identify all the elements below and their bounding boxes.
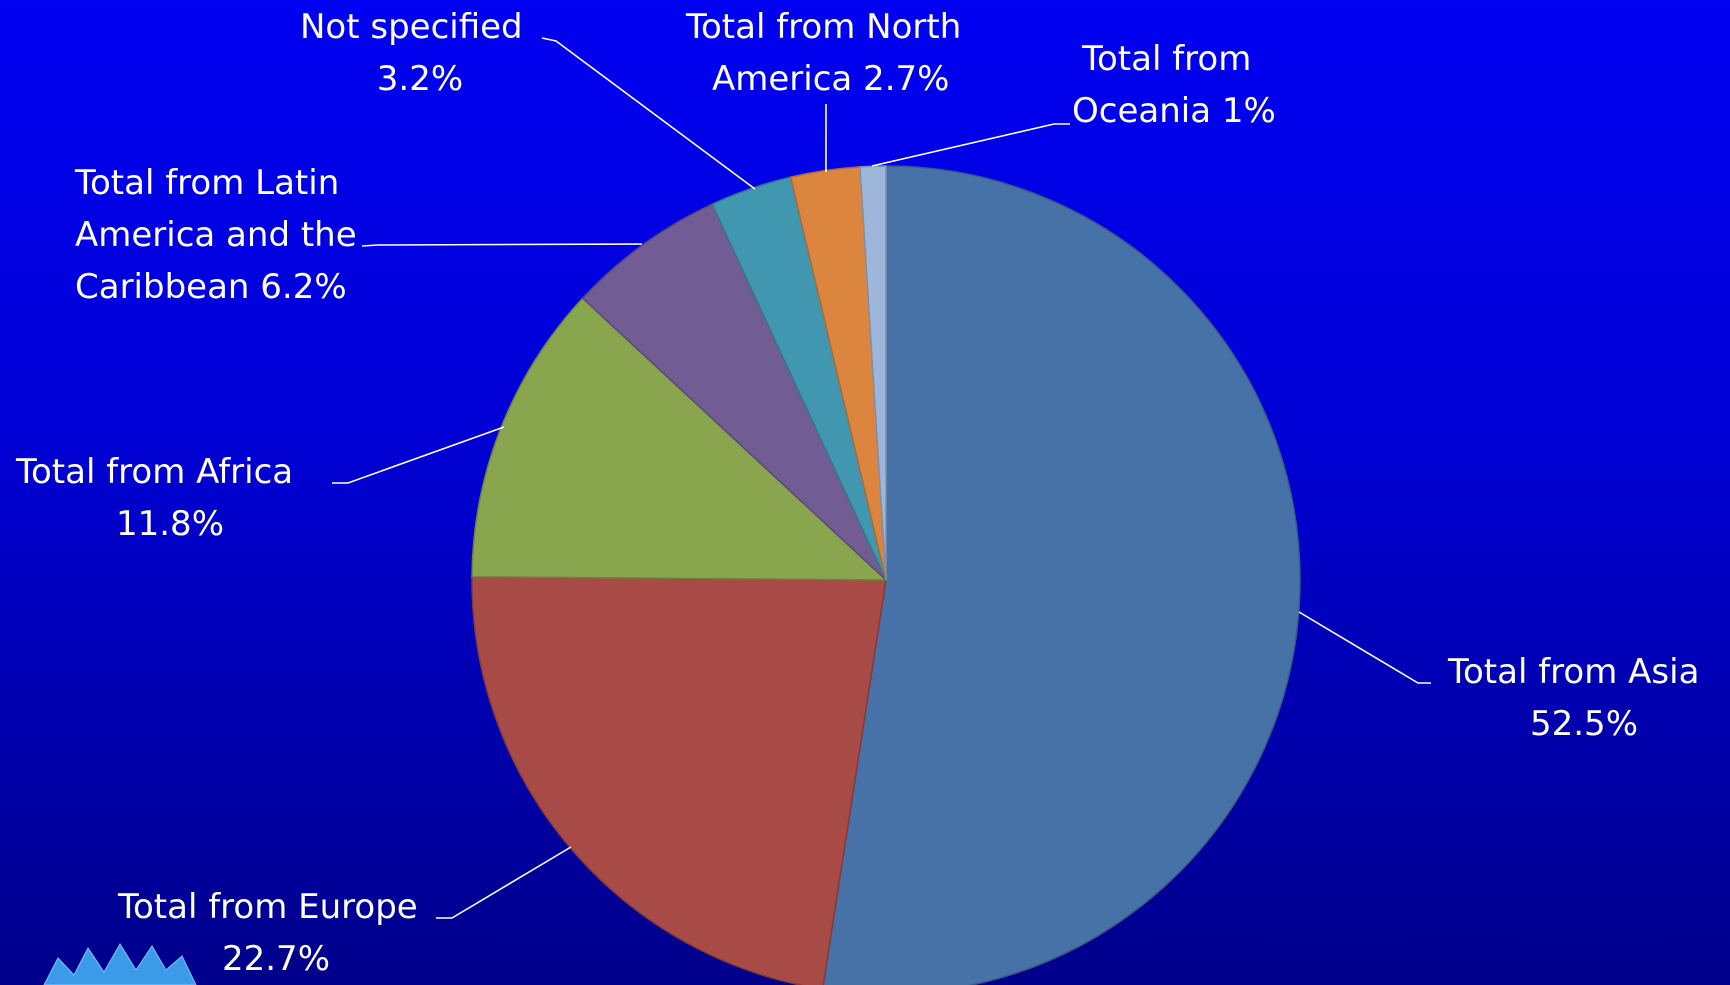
slice-label-line-2: America and the bbox=[75, 215, 357, 255]
pie-slice-total-from-europe bbox=[471, 575, 887, 985]
pie-slices bbox=[471, 165, 1301, 985]
slice-label-text: Total from Europe bbox=[117, 887, 418, 927]
data-label-total-from-oceania: Total from Oceania 1% bbox=[1072, 39, 1276, 131]
slice-label-text: Total from Asia bbox=[1447, 652, 1699, 692]
data-label-not-specified: Not specified 3.2% bbox=[300, 7, 523, 99]
leader-line-total-from-asia bbox=[1298, 611, 1431, 684]
data-label-total-from-europe: Total from Europe 22.7% bbox=[117, 887, 418, 979]
slice-label-line-1: Total from North bbox=[685, 7, 961, 47]
leader-line-total-from-latin-america-and-the-caribbean bbox=[361, 243, 643, 247]
leader-line-total-from-oceania bbox=[871, 123, 1070, 167]
data-label-total-from-asia: Total from Asia 52.5% bbox=[1447, 652, 1699, 744]
leader-line-total-from-africa bbox=[332, 426, 505, 484]
slice-label-line-3: Caribbean 6.2% bbox=[75, 267, 347, 307]
slice-label-text: Not specified bbox=[300, 7, 523, 47]
slice-label-line-1: Total from bbox=[1081, 39, 1251, 79]
data-label-total-from-africa: Total from Africa 11.8% bbox=[15, 452, 293, 544]
slice-label-text: Total from Africa bbox=[15, 452, 293, 492]
slice-value-text: 52.5% bbox=[1530, 704, 1638, 744]
data-labels: Total from Asia 52.5% Total from Europe 22.… bbox=[15, 7, 1699, 979]
leader-line-total-from-europe bbox=[436, 846, 572, 919]
pie-slice-total-from-latin-america-and-the-caribbean bbox=[581, 203, 887, 581]
slice-value-text: 11.8% bbox=[116, 504, 224, 544]
data-label-total-from-latin-america-and-the-caribbean: Total from Latin America and the Caribbean… bbox=[74, 163, 357, 307]
leader-line-not-specified bbox=[541, 37, 756, 190]
slice-value-text: 3.2% bbox=[377, 59, 463, 99]
slice-label-line-2: America 2.7% bbox=[712, 59, 949, 99]
pie-slice-total-from-asia bbox=[822, 165, 1301, 985]
slice-label-line-2: Oceania 1% bbox=[1072, 91, 1276, 131]
slice-label-line-1: Total from Latin bbox=[74, 163, 339, 203]
leader-lines bbox=[332, 37, 1431, 919]
data-label-total-from-north-america: Total from North America 2.7% bbox=[685, 7, 961, 99]
slice-value-text: 22.7% bbox=[222, 939, 330, 979]
decorative-star-icon bbox=[43, 943, 197, 985]
